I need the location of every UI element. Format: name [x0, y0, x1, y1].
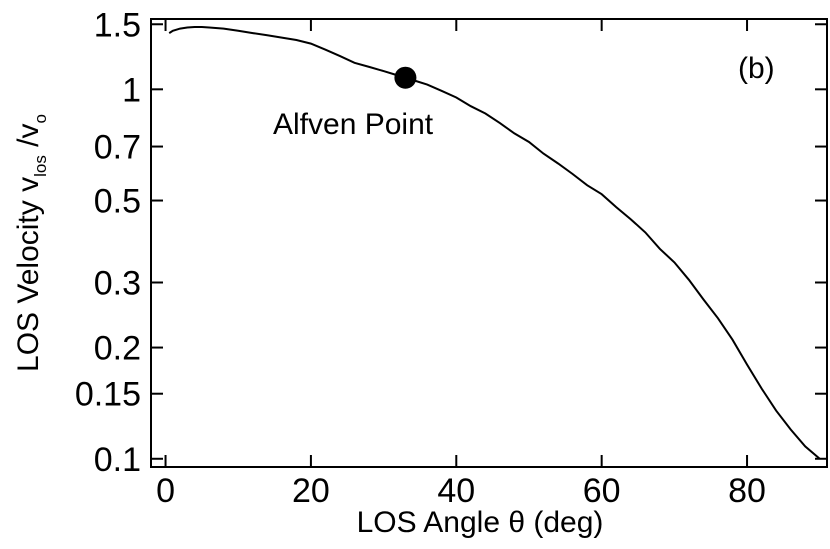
- panel-label: (b): [738, 52, 775, 85]
- y-axis-ticks: 0.1 0.15 0.2 0.3 0.5 0.7 1 1.5: [75, 6, 827, 479]
- y-axis-title: LOS Velocity vlos /vo: [12, 114, 50, 372]
- y-tick-label: 1.5: [94, 6, 141, 44]
- x-tick-label: 0: [156, 472, 175, 510]
- y-tick-label: 0.7: [94, 129, 141, 167]
- velocity-curve: [168, 26, 821, 460]
- x-axis-title: LOS Angle θ (deg): [357, 506, 604, 539]
- alfven-point-label: Alfven Point: [273, 108, 434, 141]
- x-tick-label: 20: [292, 472, 330, 510]
- y-tick-label: 0.5: [94, 183, 141, 221]
- y-axis-title-mid: /v: [12, 123, 45, 155]
- y-axis-title-sub-los: los: [31, 155, 50, 177]
- y-tick-label: 1: [122, 71, 141, 109]
- alfven-point-marker: [394, 66, 417, 89]
- x-tick-label: 60: [583, 472, 621, 510]
- y-tick-label: 0.2: [94, 330, 141, 368]
- x-tick-label: 40: [437, 472, 475, 510]
- y-axis-title-sub-o: o: [31, 114, 50, 123]
- x-axis-ticks: 0 20 40 60 80: [156, 19, 766, 510]
- plot-frame: [150, 18, 828, 468]
- y-tick-label: 0.15: [75, 376, 141, 414]
- x-tick-label: 80: [728, 472, 766, 510]
- y-tick-label: 0.1: [94, 441, 141, 479]
- y-tick-label: 0.3: [94, 264, 141, 302]
- y-axis-title-prefix: LOS Velocity v: [12, 177, 45, 372]
